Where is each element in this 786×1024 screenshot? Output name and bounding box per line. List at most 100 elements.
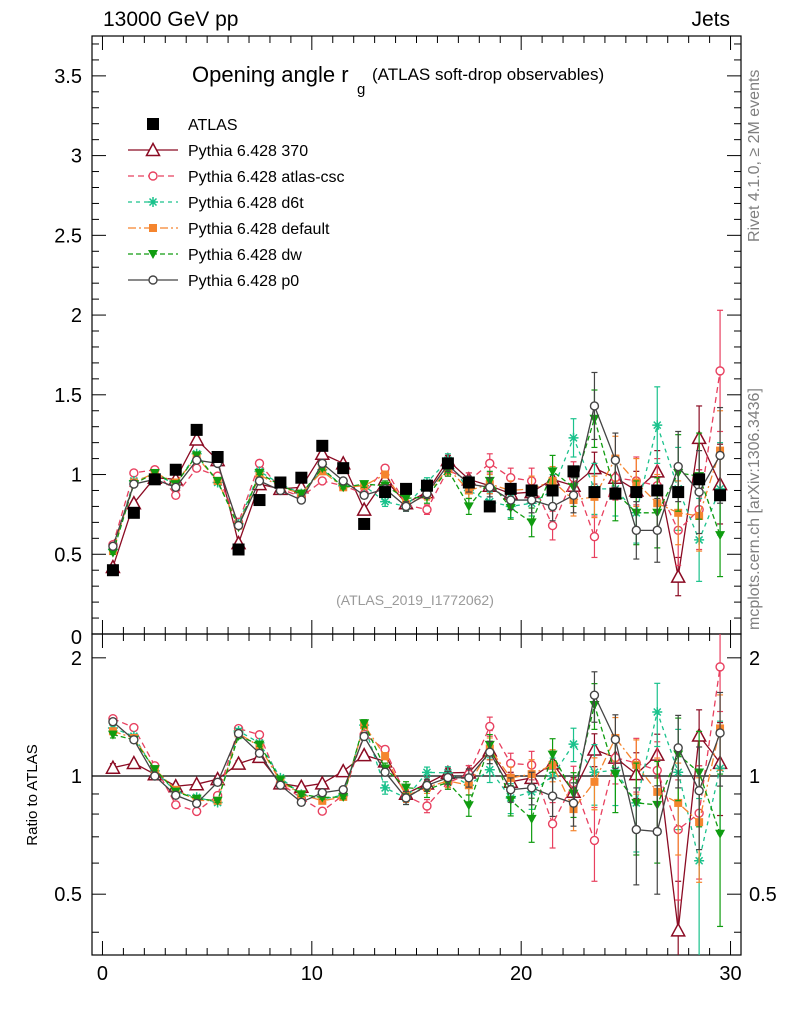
point-d6t [652, 420, 663, 431]
atlas-data-point [693, 473, 706, 486]
point-ratio-dw [212, 796, 223, 806]
series-ratio-d6t [107, 682, 726, 955]
point-ratio-p0 [673, 743, 683, 753]
point-ratio-p0 [610, 734, 621, 745]
y-tick-label: 3.5 [54, 66, 82, 88]
atlas-data-point [400, 482, 413, 495]
legend-marker-p0 [148, 275, 158, 285]
atlas-data-point [546, 484, 559, 497]
point-ratio-p0 [212, 777, 223, 787]
point-ratio-p0 [108, 717, 118, 727]
point-ratio-atlas-csc [129, 722, 139, 733]
series-line-ratio-default [112, 723, 721, 824]
title-subtitle: (ATLAS soft-drop observables) [372, 65, 604, 84]
point-ratio-atlas-csc [547, 819, 558, 829]
point-dw [254, 468, 265, 478]
point-ratio-d6t [652, 707, 663, 718]
legend-label-default: Pythia 6.428 default [188, 221, 330, 238]
point-ratio-default [381, 752, 390, 761]
point-p0 [317, 458, 327, 469]
energy-label: 13000 GeV pp [103, 8, 239, 31]
point-ratio-atlas-csc [254, 730, 265, 740]
atlas-data-point [316, 439, 329, 452]
legend: ATLAS Pythia 6.428 370 Pythia 6.428 atlas-… [128, 117, 345, 290]
point-ratio-p0 [380, 767, 390, 777]
point-dw [296, 489, 307, 499]
point-ratio-d6t [421, 767, 432, 778]
point-p0 [526, 495, 537, 505]
series-ratio-p0 [108, 671, 725, 895]
point-ratio-p0 [422, 780, 432, 791]
atlas-data-point [274, 476, 287, 489]
ratio-plot [105, 634, 728, 955]
point-ratio-atlas-csc [589, 835, 600, 846]
atlas-data-point [127, 506, 140, 519]
point-ratio-dw [526, 814, 537, 824]
point-atlas-csc [254, 458, 265, 469]
point-ratio-370 [356, 747, 372, 762]
point-ratio-p0 [401, 793, 411, 803]
point-ratio-dw [359, 719, 370, 729]
series-line-ratio-atlas-csc [112, 666, 721, 843]
atlas-data-point [190, 423, 203, 436]
atlas-data-point [106, 564, 119, 577]
point-ratio-atlas-csc [715, 662, 725, 672]
point-p0 [129, 479, 139, 489]
point-ratio-p0 [526, 783, 537, 793]
x-tick-label: 30 [719, 963, 741, 985]
legend-label-p0: Pythia 6.428 p0 [188, 273, 299, 290]
legend-marker-default [149, 224, 157, 232]
point-p0 [715, 450, 725, 461]
ratio-y-tick-label: 2 [71, 648, 82, 670]
point-atlas-csc [129, 468, 139, 478]
x-tick-label: 0 [97, 963, 108, 985]
point-dw [359, 480, 370, 490]
point-p0 [673, 461, 683, 472]
point-p0 [506, 495, 516, 505]
point-dw [526, 518, 537, 528]
point-ratio-dw [107, 730, 118, 740]
main-plot [105, 309, 728, 597]
point-ratio-p0 [443, 772, 453, 783]
point-p0 [547, 501, 558, 512]
legend-entry-d6t: Pythia 6.428 d6t [128, 195, 304, 212]
legend-entry-atlas: ATLAS [147, 117, 238, 134]
point-ratio-370 [670, 922, 686, 937]
point-dw [401, 494, 412, 504]
point-ratio-p0 [129, 735, 139, 745]
y-tick-label-zero: 0 [71, 627, 82, 649]
series-atlas-data [106, 423, 727, 577]
y-tick-label: 2.5 [54, 225, 82, 247]
atlas-data-point [714, 489, 727, 502]
atlas-data-point [379, 486, 392, 499]
point-ratio-default [674, 798, 683, 807]
point-ratio-p0 [547, 791, 558, 801]
point-ratio-p0 [631, 824, 642, 835]
point-ratio-atlas-csc [506, 758, 516, 769]
point-atlas-csc [191, 463, 202, 473]
legend-entry-370: Pythia 6.428 370 [128, 141, 308, 160]
atlas-data-point [567, 465, 580, 478]
point-ratio-370 [126, 754, 142, 770]
point-ratio-p0 [359, 731, 369, 742]
point-ratio-dw [547, 750, 558, 760]
point-atlas-csc [715, 366, 725, 376]
point-370 [356, 501, 372, 516]
legend-label-atlas-csc: Pythia 6.428 atlas-csc [188, 169, 345, 186]
point-ratio-370 [230, 755, 247, 770]
point-ratio-d6t [568, 739, 579, 750]
ratio-y-tick-label-right: 0.5 [749, 884, 777, 906]
point-d6t [568, 432, 579, 443]
atlas-data-point [148, 473, 161, 486]
point-ratio-p0 [568, 798, 579, 808]
legend-marker-atlas-csc [148, 171, 158, 181]
atlas-data-point [588, 486, 601, 499]
title-subscript: g [357, 81, 365, 98]
y-tick-label: 2 [71, 305, 82, 327]
point-ratio-p0 [694, 785, 704, 796]
point-p0 [338, 476, 348, 486]
point-dw [463, 502, 474, 512]
point-ratio-dw [401, 783, 412, 793]
x-tick-label: 20 [510, 963, 532, 985]
